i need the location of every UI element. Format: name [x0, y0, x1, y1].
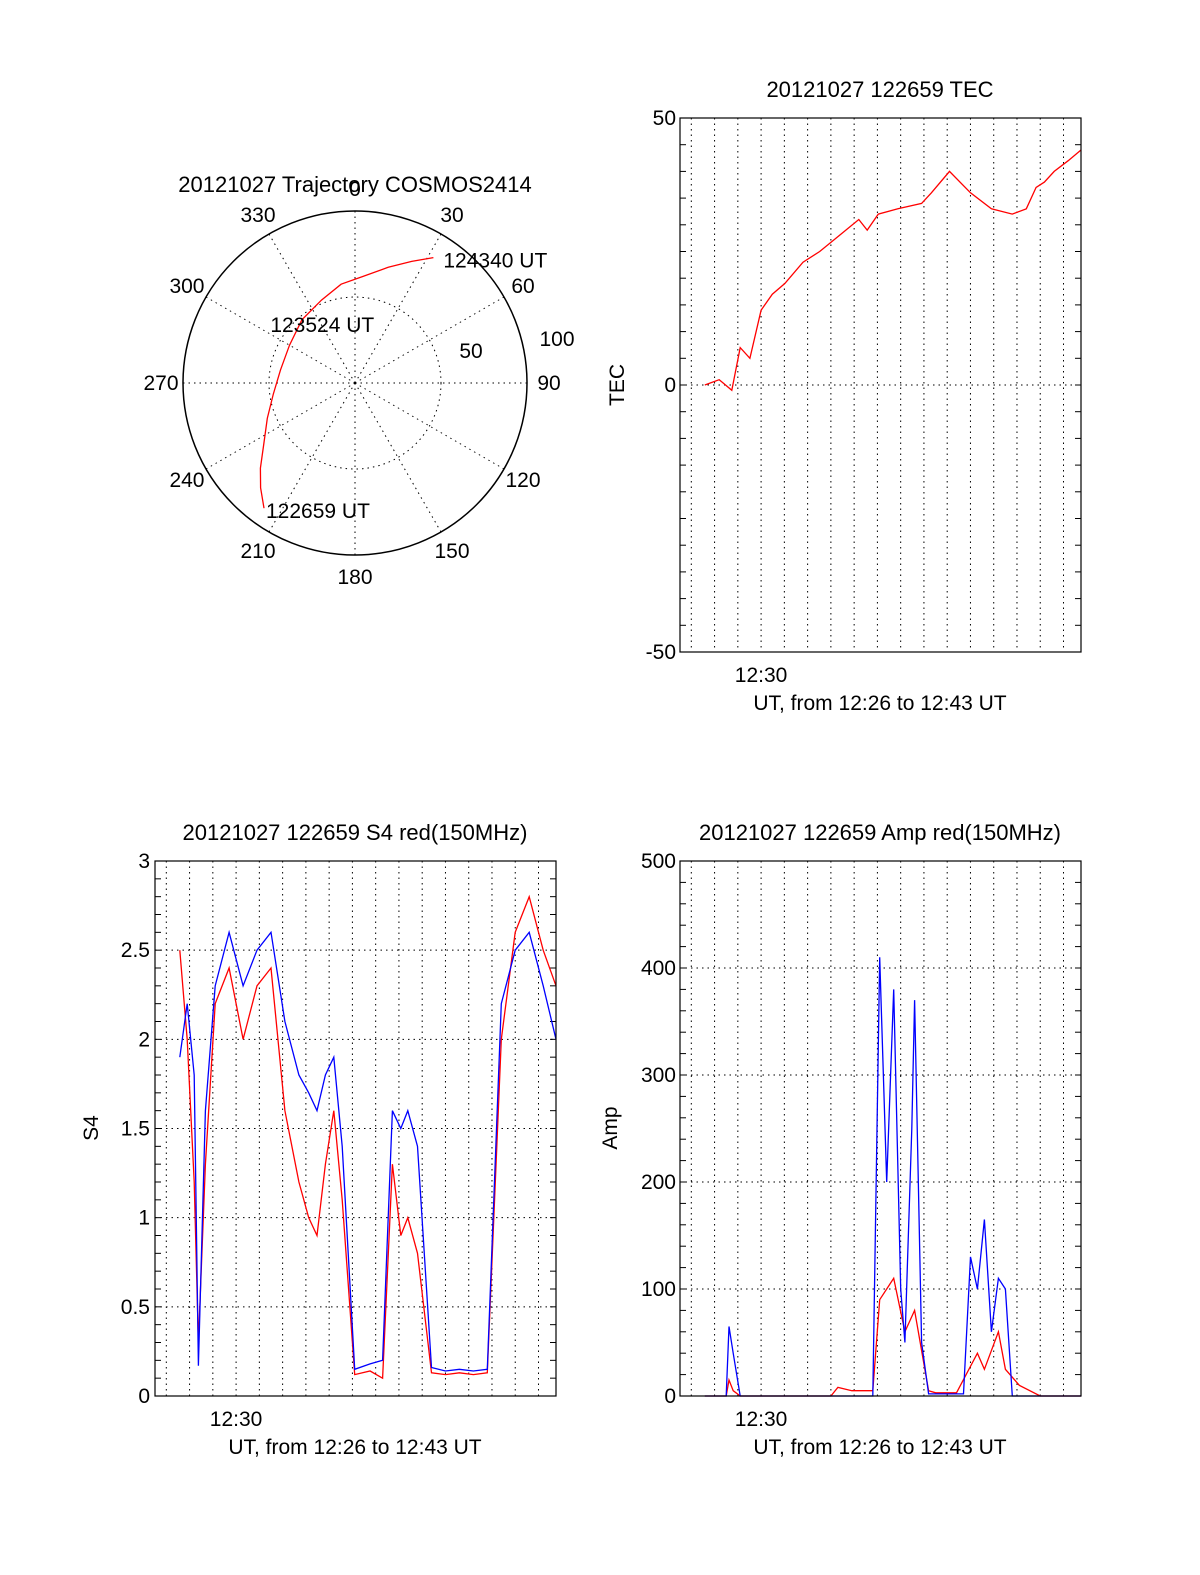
polar-annotations: 122659 UT 123524 UT 124340 UT: [266, 250, 547, 524]
amp-title: 20121027 122659 Amp red(150MHz): [699, 820, 1061, 845]
polar-spoke: [354, 382, 442, 533]
s4-xlabel: UT, from 12:26 to 12:43 UT: [228, 1436, 481, 1459]
amp-line-chart: 20121027 122659 Amp red(150MHz) 0 100 200 3…: [599, 820, 1082, 1459]
tec-grid: [680, 118, 1081, 652]
polar-spoke: [354, 382, 505, 470]
polar-time-annotation: 122659 UT: [266, 500, 370, 523]
polar-azimuth-label: 210: [240, 540, 275, 563]
s4-line-chart: 20121027 122659 S4 red(150MHz) 0 0.5 1 1.5 2…: [80, 820, 557, 1459]
polar-azimuth-label: 330: [240, 204, 275, 227]
amp-grid: [680, 861, 1081, 1396]
y-tick-label: 0.5: [121, 1296, 150, 1319]
y-tick-label: 50: [653, 107, 676, 130]
y-tick-label: 0: [664, 374, 676, 397]
y-tick-label: -50: [646, 641, 676, 664]
polar-title: 20121027 Trajectory COSMOS2414: [178, 172, 531, 197]
series-line: [179, 894, 557, 1380]
polar-inner-circle: [268, 296, 442, 470]
series-line: [179, 929, 557, 1372]
trajectory-polar-chart: 20121027 Trajectory COSMOS2414 030609012…: [143, 172, 574, 589]
polar-spoke: [205, 296, 356, 384]
polar-spoke: [354, 296, 505, 384]
y-tick-label: 100: [641, 1278, 676, 1301]
y-tick-label: 1.5: [121, 1118, 150, 1141]
polar-time-annotation: 124340 UT: [443, 250, 547, 273]
polar-azimuth-label: 300: [169, 275, 204, 298]
amp-series: [704, 957, 1081, 1397]
polar-spoke: [268, 382, 356, 533]
tec-series: [704, 149, 1082, 392]
y-tick-label: 0: [664, 1385, 676, 1408]
polar-time-annotation: 123524 UT: [270, 314, 374, 337]
tec-title: 20121027 122659 TEC: [766, 77, 993, 102]
polar-azimuth-labels: 0 30 60 90 120 150 180 210 240 270 300 330: [143, 178, 560, 589]
amp-ylabel: Amp: [599, 1106, 622, 1149]
polar-azimuth-label: 30: [440, 204, 463, 227]
polar-azimuth-label: 150: [434, 540, 469, 563]
polar-azimuth-label: 270: [143, 372, 178, 395]
y-tick-label: 500: [641, 850, 676, 873]
polar-azimuth-label: 0: [349, 178, 361, 201]
amp-xlabel: UT, from 12:26 to 12:43 UT: [753, 1436, 1006, 1459]
x-tick-label: 12:30: [735, 664, 788, 687]
tec-line-chart: 20121027 122659 TEC -50 0 50 12:30 TEC UT, …: [606, 77, 1082, 715]
y-tick-label: 2.5: [121, 939, 150, 962]
s4-ylabel: S4: [80, 1115, 103, 1141]
series-line: [704, 957, 1081, 1397]
s4-plot-frame: [154, 860, 557, 1397]
s4-series: [179, 894, 557, 1380]
y-tick-label: 0: [138, 1385, 150, 1408]
tec-plot-frame: [679, 117, 1082, 653]
polar-radial-label: 50: [459, 340, 482, 363]
y-tick-label: 2: [138, 1028, 150, 1051]
s4-title: 20121027 122659 S4 red(150MHz): [183, 820, 528, 845]
polar-trajectory-series: [259, 256, 434, 509]
polar-azimuth-label: 120: [505, 469, 540, 492]
y-tick-label: 1: [138, 1207, 150, 1230]
polar-spoke: [205, 382, 356, 470]
polar-trajectory-line: [259, 256, 434, 509]
polar-azimuth-label: 90: [537, 372, 560, 395]
polar-azimuth-label: 180: [337, 566, 372, 589]
polar-spoke: [354, 233, 442, 384]
x-tick-label: 12:30: [210, 1408, 263, 1431]
y-tick-label: 300: [641, 1064, 676, 1087]
polar-radial-label: 100: [539, 328, 574, 351]
polar-radial-labels: 50 100: [459, 328, 574, 363]
polar-azimuth-label: 60: [511, 275, 534, 298]
amp-plot-frame: [679, 860, 1082, 1397]
tec-tick-labels: -50 0 50 12:30: [646, 107, 788, 687]
y-tick-label: 200: [641, 1171, 676, 1194]
s4-tick-labels: 0 0.5 1 1.5 2 2.5 3 12:30: [121, 850, 263, 1431]
tec-ylabel: TEC: [606, 364, 629, 406]
series-line: [704, 149, 1082, 392]
x-tick-label: 12:30: [735, 1408, 788, 1431]
y-tick-label: 400: [641, 957, 676, 980]
polar-azimuth-label: 240: [169, 469, 204, 492]
s4-grid: [155, 861, 556, 1396]
amp-tick-labels: 0 100 200 300 400 500 12:30: [641, 850, 787, 1431]
polar-grid: [182, 210, 528, 556]
polar-spoke: [268, 233, 356, 384]
y-tick-label: 3: [138, 850, 150, 873]
tec-xlabel: UT, from 12:26 to 12:43 UT: [753, 692, 1006, 715]
